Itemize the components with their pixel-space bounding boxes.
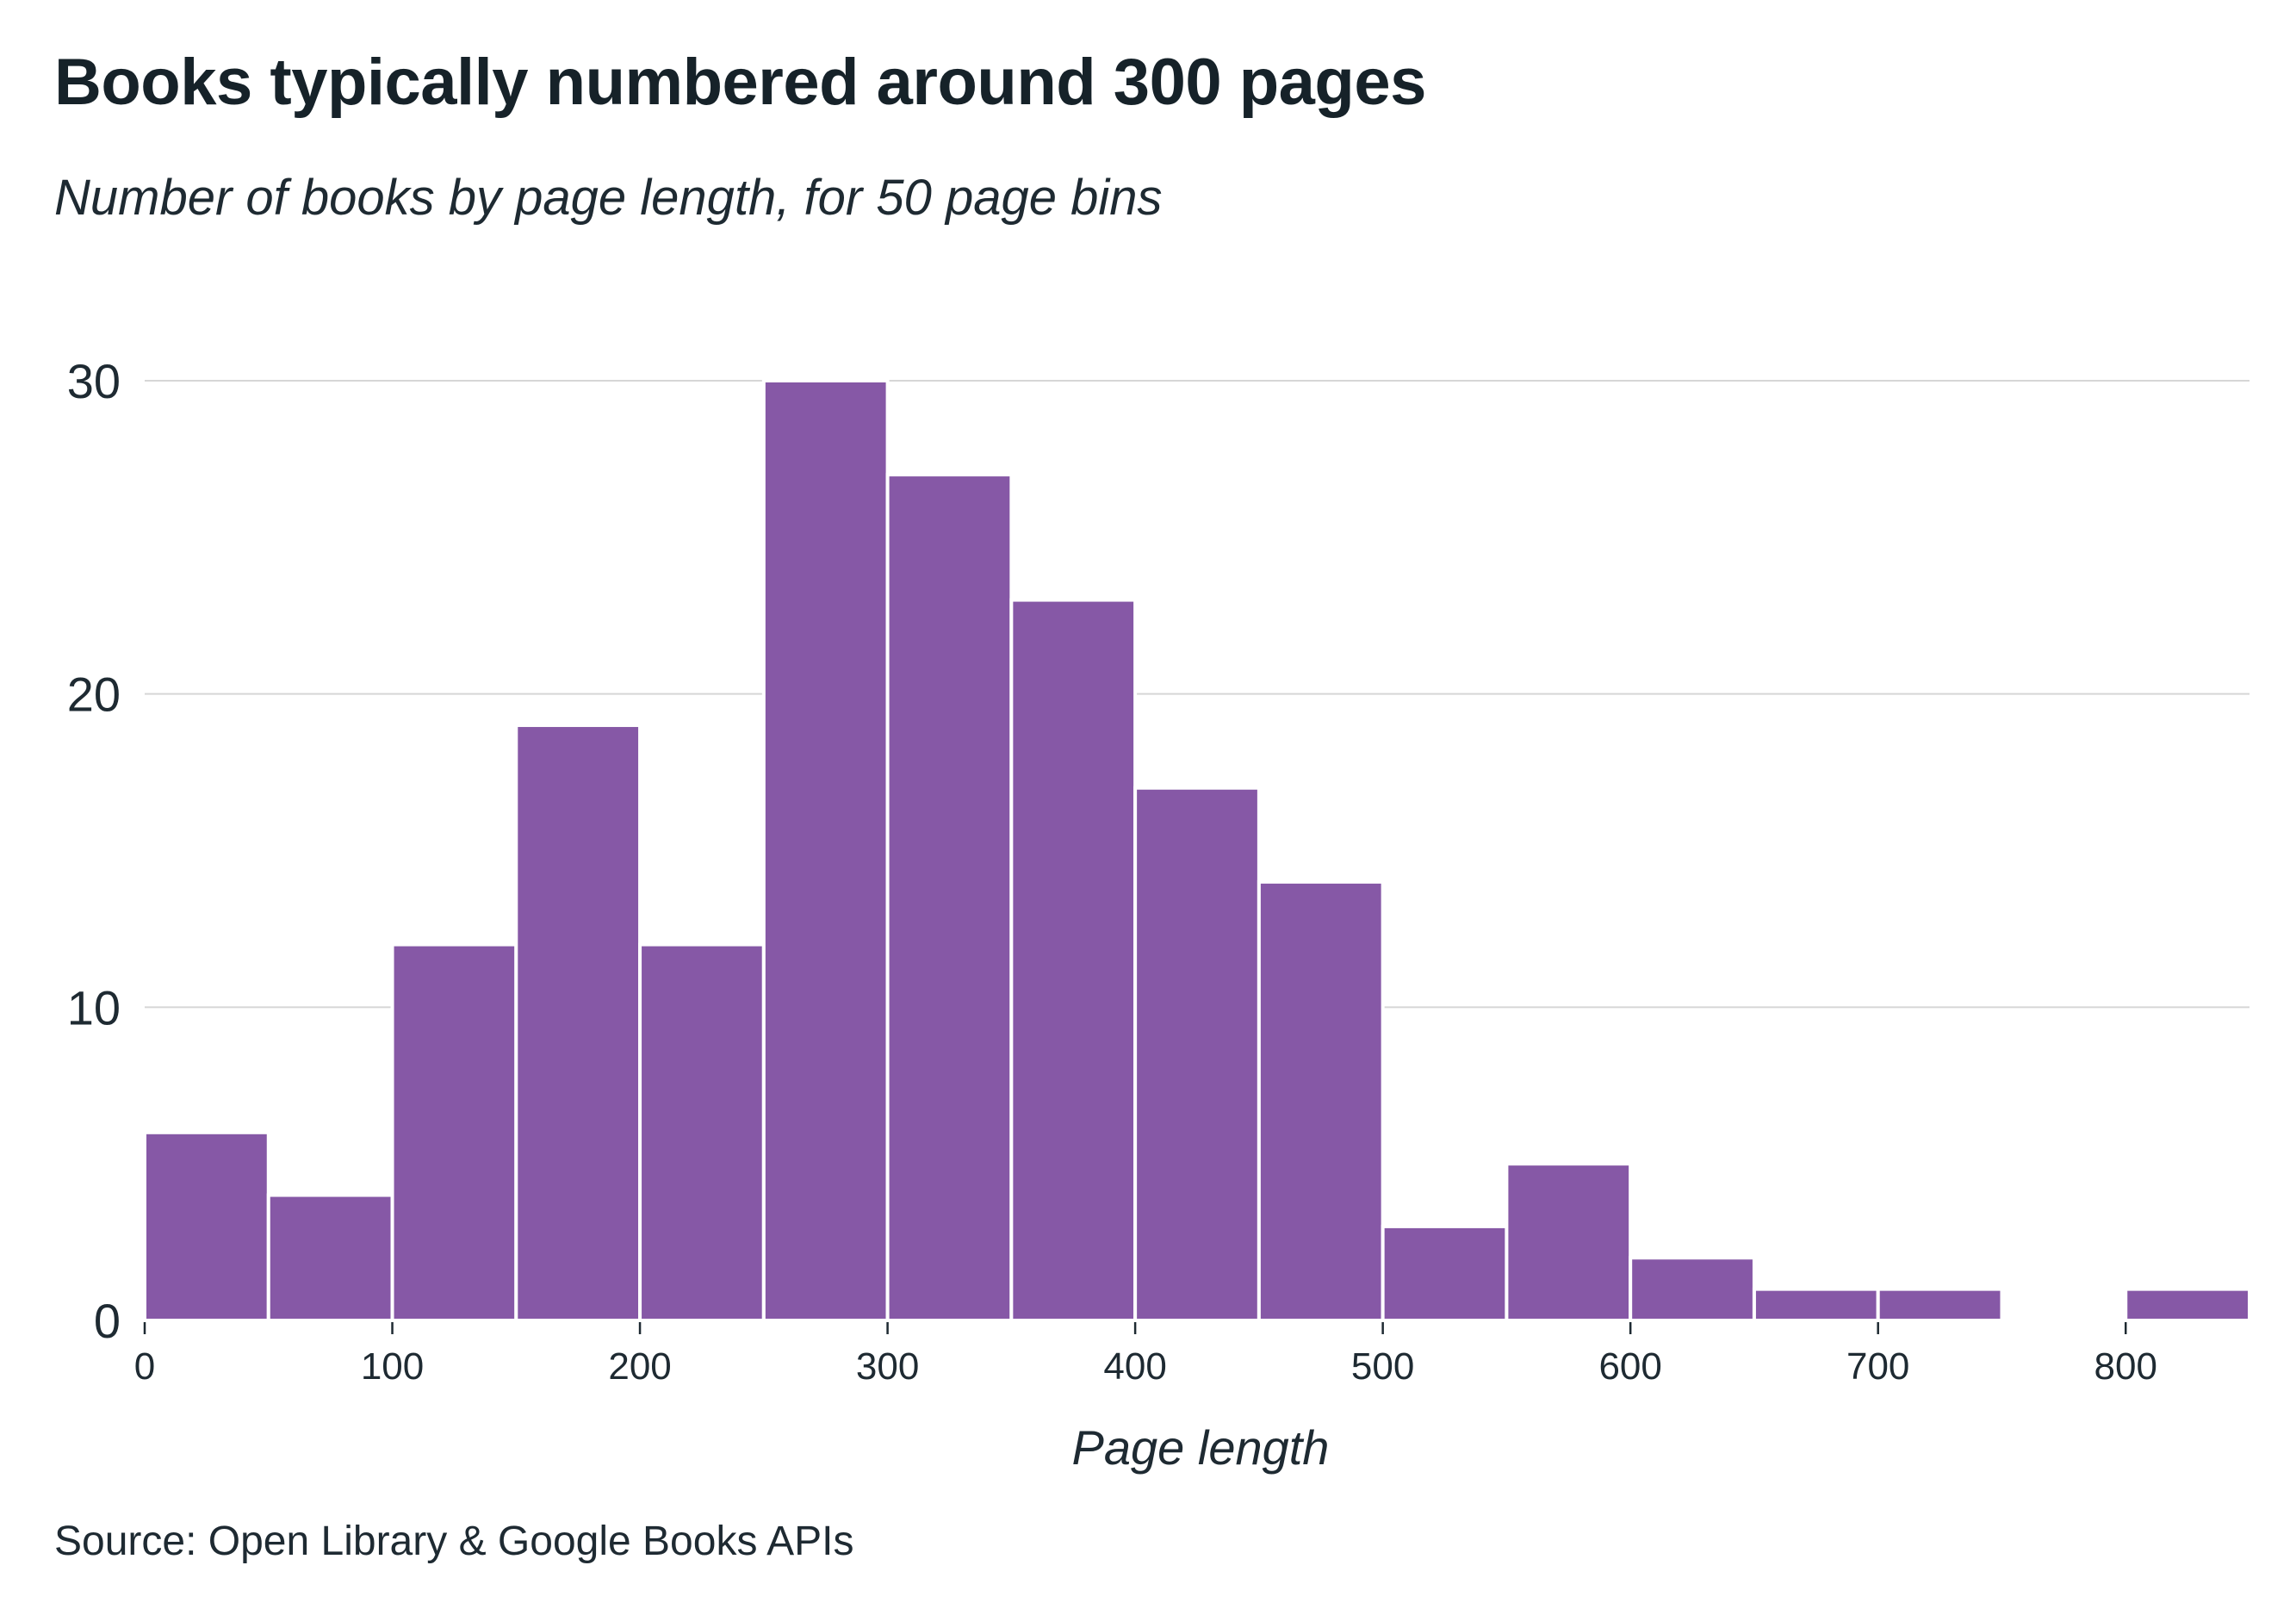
bar-400-450 [1133,786,1261,1322]
x-tick-label: 400 [1103,1345,1166,1388]
x-tick-label: 700 [1846,1345,1909,1388]
x-tick-label: 100 [361,1345,424,1388]
y-tick-label: 30 [67,354,121,408]
x-tick-label: 600 [1598,1345,1661,1388]
x-tick-label: 300 [856,1345,919,1388]
x-tick-label: 0 [134,1345,155,1388]
x-tick-label: 800 [2094,1345,2157,1388]
histogram-bars [143,379,2252,1323]
chart-subtitle: Number of books by page length, for 50 p… [54,170,1163,226]
bar-150-200 [514,724,642,1322]
bar-450-500 [1257,879,1385,1322]
bar-550-600 [1505,1162,1633,1322]
y-tick-label: 0 [94,1294,121,1348]
bar-500-550 [1381,1224,1509,1323]
x-axis: 0 100 200 300 400 500 600 700 800 [134,1322,2157,1388]
bar-250-300 [761,379,890,1322]
bar-600-650 [1629,1256,1756,1323]
x-axis-title: Page length [1072,1420,1330,1475]
bar-800-850 [2124,1287,2252,1322]
bar-300-350 [885,473,1014,1322]
x-tick-label: 500 [1351,1345,1414,1388]
bar-50-100 [266,1193,394,1322]
source-note: Source: Open Library & Google Books APIs [54,1519,854,1564]
bar-0-50 [143,1130,270,1323]
bar-700-750 [1876,1287,2004,1322]
bar-350-400 [1009,598,1138,1322]
chart-title: Books typically numbered around 300 page… [54,46,1426,119]
bar-650-700 [1752,1287,1880,1322]
y-axis: 0 10 20 30 [67,354,121,1348]
y-tick-label: 10 [67,980,121,1034]
bar-100-150 [390,942,518,1322]
y-tick-label: 20 [67,668,121,722]
x-tick-label: 200 [608,1345,671,1388]
bar-200-250 [638,942,766,1322]
